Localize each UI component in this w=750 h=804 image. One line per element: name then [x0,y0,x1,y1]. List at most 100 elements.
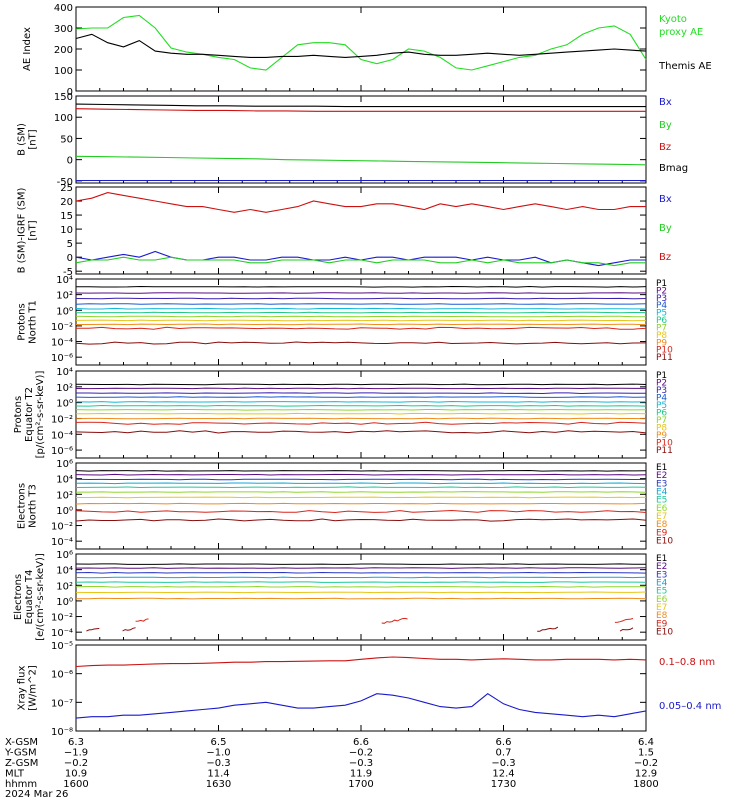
y-axis-label: B (SM) [17,123,28,156]
y-tick-label: 10⁶ [56,459,73,470]
series-line-e-n3-3 [75,482,647,485]
series-line-e-n3-4 [75,486,647,489]
channel-label: P9 [656,431,667,441]
y-tick-label: 100 [54,66,73,77]
y-tick-label: 10⁴ [56,475,73,486]
legend-label: Bx [659,194,672,205]
channel-label: E6 [656,595,668,605]
legend-label: 0.1–0.8 nm [659,657,715,668]
legend-label: Themis AE [658,61,712,72]
y-tick-label: 400 [54,3,73,14]
y-tick-label: 10⁻² [51,414,73,425]
channel-label: P3 [656,386,667,396]
series-line-b-sm-1 [75,155,647,166]
legend-label: Bz [659,142,671,153]
y-tick-label: 10² [56,490,73,501]
y-axis-label: [e/(cm²-s-sr-keV)] [35,553,46,641]
footer-value: 1630 [206,779,231,790]
y-tick-label: 25 [60,183,73,194]
channel-label: P3 [656,294,667,304]
series-line-p-eq2-0 [75,383,647,386]
footer-value: −1.0 [206,748,230,759]
series-line-p-n1-4 [75,307,646,310]
y-tick-label: 15 [60,211,73,222]
y-axis-label: [nT] [28,220,39,240]
series-line-p-eq2-9 [75,421,647,425]
y-tick-label: 10² [56,581,73,592]
channel-label: E10 [656,536,673,546]
y-tick-label: 5 [67,239,73,250]
series-line-xray-0 [75,656,647,668]
y-tick-label: 10⁴ [56,566,73,577]
series-line-e-eq4-3 [75,576,647,579]
channel-label: E4 [656,578,668,588]
footer-value: −1.9 [64,748,88,759]
y-axis-label: Protons [13,396,24,433]
channel-label: P1 [656,371,667,381]
series-line-xray-1 [75,693,647,719]
footer-value: 1.5 [638,748,654,759]
y-axis-label: [nT] [28,129,39,149]
channel-label: P8 [656,331,667,341]
series-line-e-n3-9 [75,518,647,522]
series-line-p-eq2-2 [76,392,646,395]
footer-value: −0.3 [491,758,515,769]
footer-row-label: hhmm [5,779,37,790]
channel-label: P2 [656,286,667,296]
channel-label: E1 [656,463,667,473]
channel-label: P10 [656,439,673,449]
channel-label: E4 [656,487,668,497]
panel-frame-xray [75,644,647,732]
series-line-e-eq4-4 [75,581,647,583]
y-tick-label: 0 [67,253,73,264]
series-line-p-n1-9 [76,326,647,330]
y-tick-label: 10⁻⁴ [51,338,73,349]
channel-label: E3 [656,479,667,489]
y-axis-label: North T1 [28,300,39,344]
footer-value: 1730 [491,779,516,790]
footer-date: 2024 Mar 26 [5,789,68,800]
channel-label: E3 [656,570,667,580]
y-tick-label: 10⁰ [56,506,73,517]
footer-value: −0.2 [64,758,88,769]
y-axis-label: AE Index [22,27,33,71]
series-line-e-eq4-8 [614,618,634,623]
series-line-p-eq2-7 [75,412,647,415]
y-tick-label: -50 [57,177,73,188]
footer-value: 6.6 [496,737,512,748]
series-line-b-sm-3 [75,103,646,108]
series-line-p-n1-5 [76,311,647,314]
series-line-e-eq4-0 [75,563,647,565]
y-tick-label: 10⁻⁴ [51,430,73,441]
y-tick-label: 50 [60,134,73,145]
channel-label: E2 [656,562,667,572]
panel-frame-p-n1 [75,278,647,366]
y-tick-label: 0 [67,87,73,98]
footer-value: 1800 [633,779,658,790]
series-line-b-sm-2 [75,108,646,112]
footer-value: 0.7 [496,748,512,759]
series-line-p-eq2-6 [75,408,647,411]
y-tick-label: 10⁰ [56,399,73,410]
series-line-e-n3-5 [76,491,647,493]
y-tick-label: 150 [54,92,73,103]
y-tick-label: 10⁻⁸ [51,727,73,738]
series-line-e-n3-0 [75,469,647,472]
channel-label: P4 [656,301,667,311]
legend-label: Kyoto [659,14,687,25]
y-tick-label: 10⁻⁶ [51,670,73,681]
channel-label: P7 [656,323,667,333]
panel-frame-e-eq4 [75,553,647,641]
series-line-e-eq4-8 [381,617,408,624]
series-line-e-eq4-9 [122,627,136,632]
y-tick-label: 300 [54,24,73,35]
channel-label: P5 [656,309,667,319]
panel-frame-ae [75,6,647,92]
y-tick-label: 20 [60,197,73,208]
series-line-e-n3-6 [76,496,647,499]
footer-value: −0.2 [349,748,373,759]
y-tick-label: -5 [63,267,73,278]
series-line-p-n1-0 [76,285,647,288]
channel-label: P5 [656,401,667,411]
